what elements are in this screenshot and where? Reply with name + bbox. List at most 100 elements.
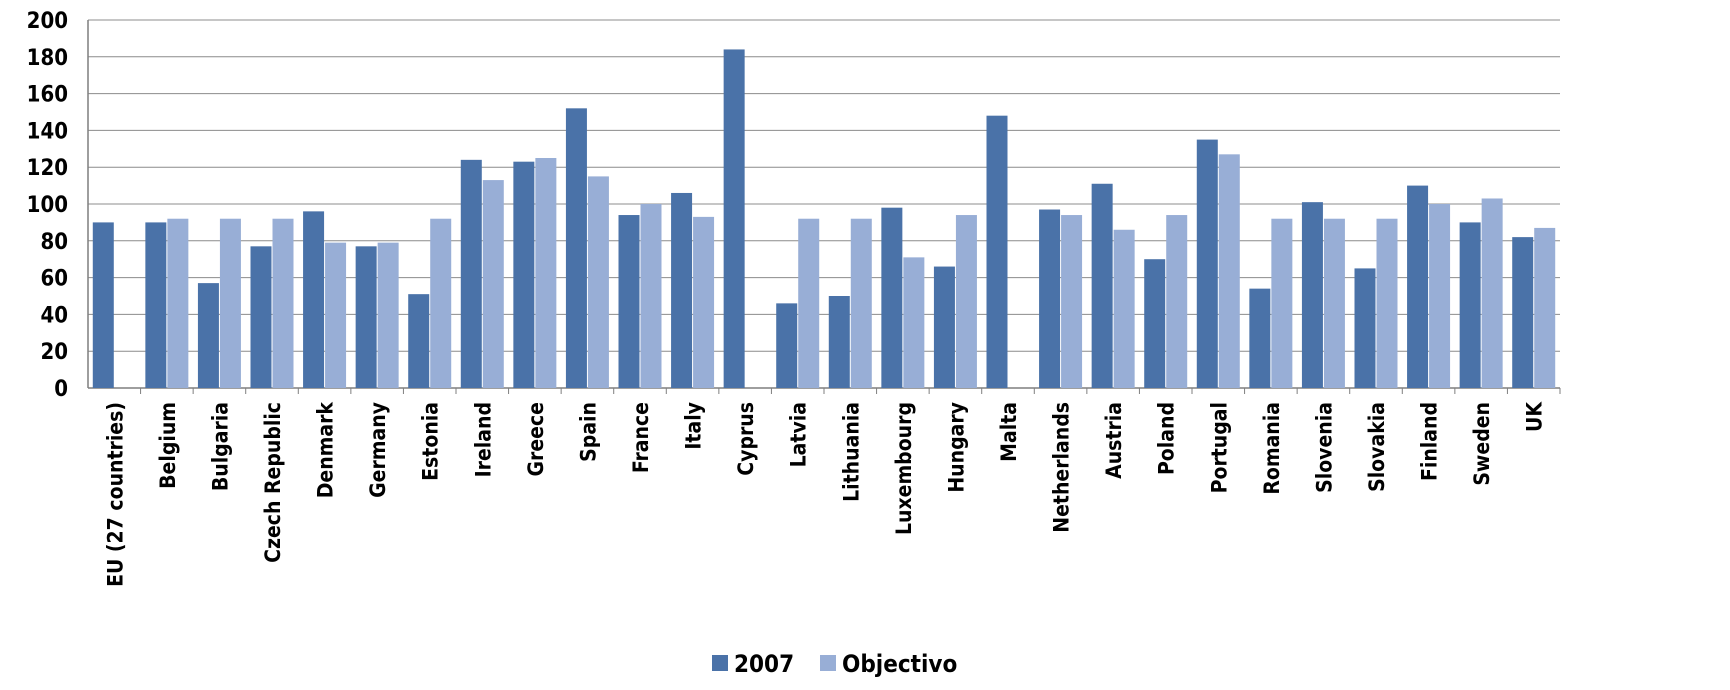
y-tick-label: 20 — [40, 340, 68, 365]
bar-2007 — [513, 161, 535, 388]
y-tick-label: 180 — [27, 46, 68, 71]
bar-2007 — [1354, 268, 1376, 388]
y-tick-label: 40 — [40, 303, 68, 328]
bar-2007 — [881, 207, 903, 388]
bar-objectivo — [1271, 218, 1293, 388]
x-tick-label: EU (27 countries) — [103, 402, 127, 587]
bar-2007 — [1196, 139, 1218, 388]
x-tick-label: Estonia — [419, 402, 443, 481]
bar-2007 — [776, 303, 798, 388]
x-tick-label: Ireland — [471, 402, 495, 477]
x-axis: EU (27 countries) Belgium Bulgaria Czech Re… — [103, 401, 1546, 587]
bar-objectivo — [1113, 229, 1135, 388]
bar-objectivo — [325, 242, 347, 388]
bar-objectivo — [377, 242, 399, 388]
bar-objectivo — [798, 218, 820, 388]
bar-objectivo — [272, 218, 294, 388]
bar-objectivo — [587, 176, 609, 388]
bar-2007 — [565, 108, 587, 388]
legend-label: Objectivo — [842, 650, 957, 678]
bar-2007 — [408, 294, 430, 388]
x-tick-label: Germany — [366, 402, 390, 498]
bar-2007 — [1407, 185, 1429, 388]
legend: 2007 Objectivo — [712, 650, 957, 678]
bar-2007 — [250, 246, 272, 388]
bar-objectivo — [1061, 215, 1083, 388]
x-tick-label: Malta — [997, 402, 1021, 462]
bar-objectivo — [1534, 227, 1556, 388]
bar-2007 — [1459, 222, 1481, 388]
bar-objectivo — [430, 218, 452, 388]
bar-objectivo — [955, 215, 977, 388]
y-tick-label: 60 — [40, 267, 68, 292]
bars — [92, 49, 1561, 394]
x-tick-label: UK — [1523, 401, 1547, 432]
bar-2007 — [1301, 202, 1323, 388]
x-tick-label: France — [629, 402, 653, 473]
y-tick-label: 160 — [27, 83, 68, 108]
bar-objectivo — [1376, 218, 1398, 388]
bar-2007 — [145, 222, 167, 388]
bar-objectivo — [1481, 198, 1503, 388]
y-tick-label: 0 — [54, 377, 68, 402]
bar-objectivo — [903, 257, 925, 388]
y-tick-label: 200 — [27, 9, 68, 34]
bar-2007 — [197, 283, 219, 388]
bar-2007 — [460, 159, 482, 388]
bar-2007 — [1039, 209, 1061, 388]
x-tick-label: Denmark — [314, 402, 338, 499]
bar-2007 — [355, 246, 377, 388]
x-tick-label: Netherlands — [1050, 402, 1074, 533]
x-tick-label: Bulgaria — [208, 402, 232, 491]
x-tick-label: Lithuania — [839, 402, 863, 502]
bar-objectivo — [219, 218, 241, 388]
bar-objectivo — [1429, 204, 1451, 388]
bar-objectivo — [167, 218, 189, 388]
bar-objectivo — [693, 216, 715, 388]
x-tick-label: Latvia — [787, 402, 811, 467]
y-tick-label: 140 — [27, 119, 68, 144]
x-tick-label: Slovenia — [1312, 402, 1336, 493]
bar-2007 — [1091, 183, 1113, 388]
bar-2007 — [671, 192, 693, 388]
bar-objectivo — [1166, 215, 1188, 388]
x-tick-label: Austria — [1102, 402, 1126, 479]
y-tick-label: 120 — [27, 156, 68, 181]
bar-2007 — [1249, 288, 1271, 388]
x-tick-label: Czech Republic — [261, 402, 285, 563]
x-tick-label: Sweden — [1470, 402, 1494, 486]
bar-objectivo — [1218, 154, 1240, 388]
x-tick-label: Luxembourg — [892, 402, 916, 535]
bar-2007 — [618, 215, 640, 388]
bar-objectivo — [482, 180, 504, 388]
bar-2007 — [1512, 237, 1534, 388]
x-tick-label: Italy — [682, 402, 706, 450]
bar-2007 — [303, 211, 325, 388]
bar-objectivo — [640, 204, 662, 388]
bar-2007 — [933, 266, 955, 388]
legend-swatch-2007 — [712, 655, 728, 671]
x-tick-label: Hungary — [944, 402, 968, 493]
x-tick-label: Romania — [1260, 402, 1284, 495]
x-tick-label: Slovakia — [1365, 402, 1389, 492]
legend-swatch-objectivo — [820, 655, 836, 671]
y-tick-label: 80 — [40, 230, 68, 255]
bar-2007 — [92, 222, 114, 388]
bar-objectivo — [850, 218, 872, 388]
x-tick-label: Spain — [576, 402, 600, 462]
x-tick-label: Portugal — [1207, 402, 1231, 493]
bar-objectivo — [1323, 218, 1345, 388]
x-tick-label: Cyprus — [734, 402, 758, 476]
legend-label: 2007 — [734, 650, 794, 678]
x-tick-label: Belgium — [156, 402, 180, 489]
y-tick-label: 100 — [27, 193, 68, 218]
x-tick-label: Poland — [1155, 402, 1179, 475]
bar-2007 — [986, 115, 1008, 389]
bar-objectivo — [535, 158, 557, 388]
x-tick-label: Greece — [524, 402, 548, 476]
bar-2007 — [1144, 259, 1166, 388]
bar-2007 — [828, 296, 850, 388]
x-tick-label: Finland — [1418, 402, 1442, 481]
bar-2007 — [723, 49, 745, 388]
